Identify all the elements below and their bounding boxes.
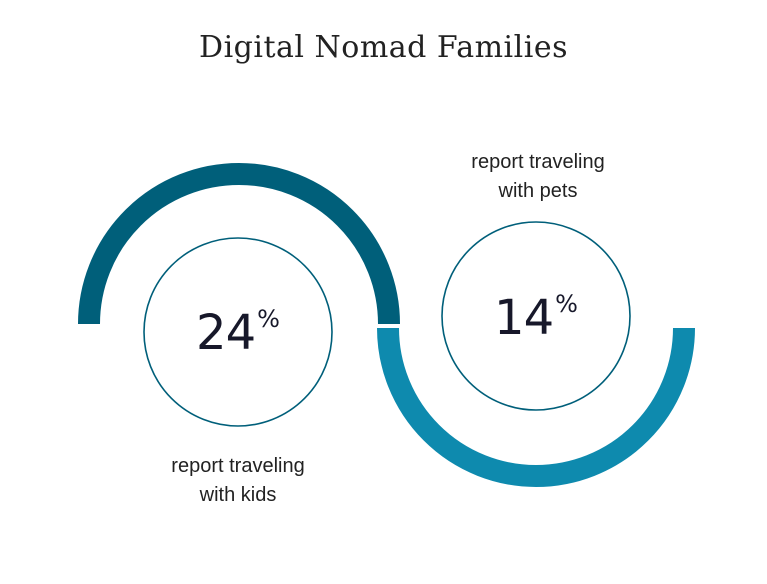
ring-kids (143, 237, 333, 427)
caption-kids-line1: report traveling (171, 455, 305, 477)
stat-pets: 14% (436, 292, 636, 342)
stat-pets-unit: % (555, 290, 578, 318)
stat-kids-value: 24 (196, 305, 256, 361)
ring-pets (441, 221, 631, 411)
chart-title: Digital Nomad Families (199, 30, 568, 65)
stat-kids: 24% (138, 307, 338, 357)
arc-pets (377, 327, 695, 487)
stat-kids-unit: % (257, 305, 280, 333)
arc-kids (78, 163, 400, 325)
caption-pets-line2: with pets (498, 180, 578, 202)
caption-pets-line1: report traveling (471, 151, 605, 173)
caption-kids: report traveling with kids (118, 452, 358, 510)
caption-pets: report traveling with pets (418, 148, 658, 206)
stat-pets-value: 14 (494, 290, 554, 346)
caption-kids-line2: with kids (199, 484, 277, 506)
